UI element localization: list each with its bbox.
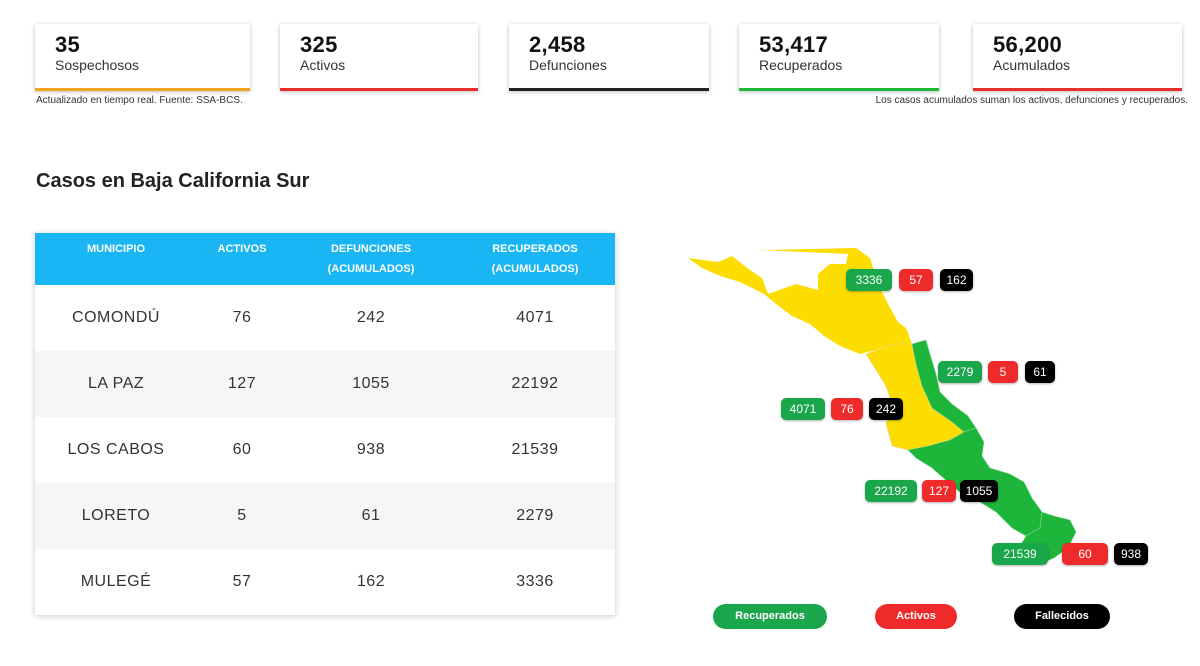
accumulated-note: Los casos acumulados suman los activos, … [875,95,1188,106]
legend-fallecidos-button[interactable]: Fallecidos [1014,604,1110,629]
cell-municipio: MULEGÉ [80,573,152,590]
header-recuperados: RECUPERADOS (ACUMULADOS) [455,233,615,285]
cell-activos: 127 [227,375,257,392]
cell-municipio: COMONDÚ [72,309,160,326]
cell-defunciones: 61 [361,507,381,524]
stat-card-acumulados: 56,200 Acumulados [973,24,1182,91]
cell-recuperados: 21539 [511,441,559,458]
stat-value: 325 [300,32,338,57]
header-municipio: MUNICIPIO [35,233,197,285]
loreto-recuperados-tag: 2279 [938,361,982,383]
stat-value: 56,200 [993,32,1063,57]
mulege-activos-tag: 57 [899,269,933,291]
header-activos: ACTIVOS [197,233,287,285]
comondu-activos-tag: 76 [831,398,863,420]
table-row: LOS CABOS 60 938 21539 [35,417,615,483]
table-row: LA PAZ 127 1055 22192 [35,351,615,417]
cell-defunciones: 1055 [352,375,390,392]
loreto-fallecidos-tag: 61 [1025,361,1055,383]
cases-table: MUNICIPIO ACTIVOS DEFUNCIONES (ACUMULADOS… [35,233,615,615]
lapaz-fallecidos-tag: 1055 [960,480,998,502]
mulege-recuperados-tag: 3336 [846,269,892,291]
cell-defunciones: 162 [356,573,386,590]
cell-recuperados: 2279 [516,507,554,524]
stat-label: Acumulados [993,57,1071,73]
cell-defunciones: 242 [356,309,386,326]
comondu-recuperados-tag: 4071 [781,398,825,420]
region-mulege[interactable] [688,248,912,354]
header-defunciones: DEFUNCIONES (ACUMULADOS) [287,233,455,285]
table-row: LORETO 5 61 2279 [35,483,615,549]
region-loreto[interactable] [911,339,977,433]
comondu-fallecidos-tag: 242 [869,398,903,420]
stat-label: Recuperados [759,57,843,73]
table-row: MULEGÉ 57 162 3336 [35,549,615,615]
loscabos-recuperados-tag: 21539 [992,543,1048,565]
table-header-row: MUNICIPIO ACTIVOS DEFUNCIONES (ACUMULADOS… [35,233,615,285]
stat-label: Sospechosos [55,57,140,73]
stat-card-sospechosos: 35 Sospechosos [35,24,250,91]
loscabos-activos-tag: 60 [1062,543,1108,565]
cell-recuperados: 22192 [511,375,559,392]
stat-value: 53,417 [759,32,829,57]
cell-municipio: LORETO [81,507,151,524]
section-title: Casos en Baja California Sur [36,170,310,192]
cell-activos: 5 [237,507,247,524]
cell-municipio: LOS CABOS [67,441,165,458]
stat-value: 2,458 [529,32,586,57]
loreto-activos-tag: 5 [988,361,1018,383]
stat-card-defunciones: 2,458 Defunciones [509,24,709,91]
legend-activos-button[interactable]: Activos [875,604,957,629]
table-row: COMONDÚ 76 242 4071 [35,285,615,351]
loscabos-fallecidos-tag: 938 [1114,543,1148,565]
legend-recuperados-button[interactable]: Recuperados [713,604,827,629]
lapaz-recuperados-tag: 22192 [865,480,917,502]
cell-activos: 57 [232,573,252,590]
cell-activos: 60 [232,441,252,458]
cell-municipio: LA PAZ [87,375,145,392]
cell-recuperados: 4071 [516,309,554,326]
mulege-fallecidos-tag: 162 [940,269,973,291]
stat-value: 35 [55,32,81,57]
stat-label: Defunciones [529,57,607,73]
lapaz-activos-tag: 127 [922,480,956,502]
cell-defunciones: 938 [356,441,386,458]
stat-label: Activos [300,57,346,73]
source-note: Actualizado en tiempo real. Fuente: SSA-… [36,95,243,106]
stat-card-recuperados: 53,417 Recuperados [739,24,939,91]
cell-activos: 76 [232,309,252,326]
cell-recuperados: 3336 [516,573,554,590]
stat-card-activos: 325 Activos [280,24,478,91]
